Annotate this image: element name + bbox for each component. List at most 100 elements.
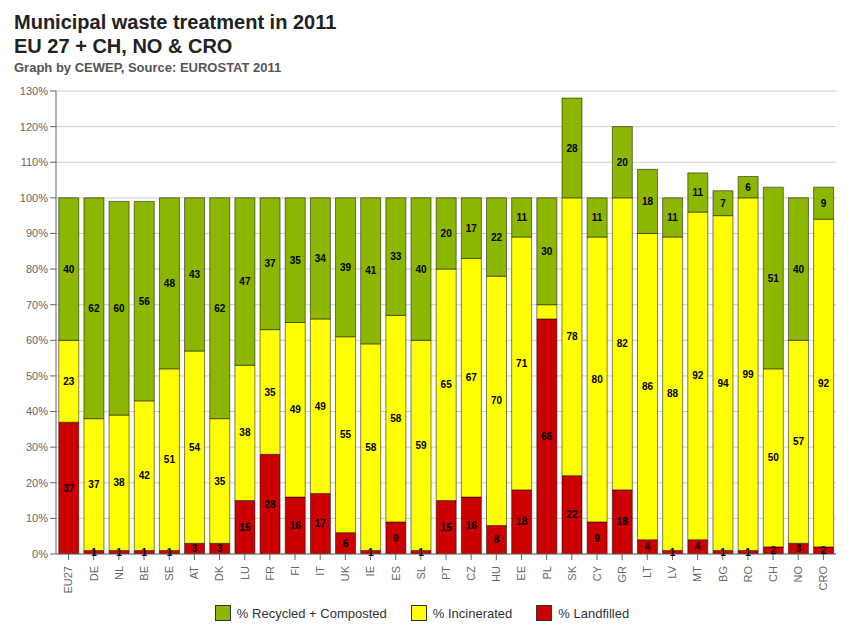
svg-text:28: 28 bbox=[264, 499, 276, 510]
svg-text:88: 88 bbox=[667, 388, 679, 399]
svg-text:2: 2 bbox=[821, 545, 827, 556]
svg-text:9: 9 bbox=[594, 533, 600, 544]
svg-text:59: 59 bbox=[415, 440, 427, 451]
svg-text:58: 58 bbox=[390, 413, 402, 424]
svg-text:6: 6 bbox=[343, 538, 349, 549]
svg-text:SL: SL bbox=[415, 566, 427, 579]
svg-text:BE: BE bbox=[138, 566, 150, 581]
svg-text:37: 37 bbox=[264, 258, 276, 269]
svg-text:1: 1 bbox=[418, 547, 424, 558]
svg-text:GR: GR bbox=[616, 566, 628, 583]
svg-text:DE: DE bbox=[88, 566, 100, 581]
svg-text:NO: NO bbox=[792, 566, 804, 583]
svg-text:38: 38 bbox=[239, 427, 251, 438]
svg-text:NL: NL bbox=[113, 566, 125, 580]
svg-text:62: 62 bbox=[88, 303, 100, 314]
svg-text:20: 20 bbox=[441, 228, 453, 239]
svg-text:EU27: EU27 bbox=[62, 566, 74, 594]
svg-text:DK: DK bbox=[213, 565, 225, 581]
svg-text:50%: 50% bbox=[26, 370, 48, 382]
svg-text:40: 40 bbox=[63, 264, 75, 275]
svg-text:SE: SE bbox=[163, 566, 175, 581]
svg-text:4: 4 bbox=[645, 541, 651, 552]
svg-text:7: 7 bbox=[720, 198, 726, 209]
svg-text:CRO: CRO bbox=[817, 566, 829, 591]
svg-text:54: 54 bbox=[189, 442, 201, 453]
svg-text:100%: 100% bbox=[20, 192, 48, 204]
svg-text:3: 3 bbox=[192, 543, 198, 554]
svg-text:1: 1 bbox=[670, 547, 676, 558]
svg-text:60: 60 bbox=[114, 303, 126, 314]
svg-text:56: 56 bbox=[139, 296, 151, 307]
svg-text:1: 1 bbox=[368, 547, 374, 558]
svg-text:1: 1 bbox=[141, 547, 147, 558]
svg-text:3: 3 bbox=[796, 543, 802, 554]
svg-text:18: 18 bbox=[642, 196, 654, 207]
svg-text:51: 51 bbox=[768, 273, 780, 284]
svg-text:40: 40 bbox=[415, 264, 427, 275]
svg-text:11: 11 bbox=[516, 212, 527, 223]
svg-text:IT: IT bbox=[314, 566, 326, 576]
svg-text:47: 47 bbox=[239, 276, 251, 287]
svg-text:LU: LU bbox=[239, 566, 251, 580]
svg-text:30%: 30% bbox=[26, 441, 48, 453]
svg-text:11: 11 bbox=[667, 212, 678, 223]
svg-text:RO: RO bbox=[742, 566, 754, 583]
svg-text:40%: 40% bbox=[26, 405, 48, 417]
svg-text:17: 17 bbox=[315, 518, 327, 529]
svg-text:8: 8 bbox=[494, 534, 500, 545]
svg-text:41: 41 bbox=[365, 265, 377, 276]
svg-text:22: 22 bbox=[491, 232, 503, 243]
svg-text:1: 1 bbox=[167, 547, 173, 558]
svg-text:9: 9 bbox=[821, 198, 827, 209]
svg-text:23: 23 bbox=[63, 376, 75, 387]
svg-text:94: 94 bbox=[717, 378, 729, 389]
svg-text:70: 70 bbox=[491, 395, 503, 406]
svg-text:15: 15 bbox=[441, 522, 453, 533]
svg-text:20: 20 bbox=[617, 157, 629, 168]
svg-text:70%: 70% bbox=[26, 299, 48, 311]
svg-text:11: 11 bbox=[693, 187, 704, 198]
svg-text:67: 67 bbox=[466, 372, 478, 383]
svg-text:CH: CH bbox=[767, 566, 779, 582]
svg-text:16: 16 bbox=[466, 520, 478, 531]
svg-text:28: 28 bbox=[566, 143, 578, 154]
svg-text:18: 18 bbox=[617, 516, 629, 527]
svg-text:20%: 20% bbox=[26, 477, 48, 489]
svg-text:35: 35 bbox=[264, 387, 276, 398]
svg-text:110%: 110% bbox=[21, 156, 49, 168]
svg-text:FI: FI bbox=[289, 566, 301, 576]
svg-text:130%: 130% bbox=[20, 85, 48, 97]
svg-text:55: 55 bbox=[340, 429, 352, 440]
svg-text:35: 35 bbox=[290, 255, 302, 266]
svg-text:LT: LT bbox=[641, 566, 653, 578]
svg-text:80: 80 bbox=[592, 374, 604, 385]
svg-text:42: 42 bbox=[139, 470, 151, 481]
svg-text:120%: 120% bbox=[20, 121, 48, 133]
svg-text:37: 37 bbox=[88, 479, 100, 490]
svg-text:90%: 90% bbox=[26, 227, 48, 239]
svg-text:80%: 80% bbox=[26, 263, 48, 275]
svg-text:57: 57 bbox=[793, 436, 805, 447]
svg-text:1: 1 bbox=[116, 547, 122, 558]
svg-text:UK: UK bbox=[339, 565, 351, 581]
svg-text:22: 22 bbox=[566, 509, 578, 520]
svg-text:39: 39 bbox=[340, 262, 352, 273]
svg-text:PT: PT bbox=[440, 566, 452, 580]
svg-text:ES: ES bbox=[390, 566, 402, 581]
svg-text:18: 18 bbox=[516, 516, 528, 527]
svg-text:17: 17 bbox=[466, 223, 478, 234]
svg-text:51: 51 bbox=[164, 454, 176, 465]
svg-text:BG: BG bbox=[717, 566, 729, 582]
svg-text:82: 82 bbox=[617, 338, 629, 349]
svg-text:15: 15 bbox=[239, 522, 251, 533]
svg-text:58: 58 bbox=[365, 442, 377, 453]
svg-text:33: 33 bbox=[390, 251, 402, 262]
svg-text:16: 16 bbox=[290, 520, 302, 531]
svg-text:9: 9 bbox=[393, 533, 399, 544]
svg-text:50: 50 bbox=[768, 452, 780, 463]
svg-text:1: 1 bbox=[720, 547, 726, 558]
svg-text:92: 92 bbox=[818, 378, 830, 389]
svg-text:62: 62 bbox=[214, 303, 226, 314]
svg-text:EE: EE bbox=[515, 566, 527, 581]
